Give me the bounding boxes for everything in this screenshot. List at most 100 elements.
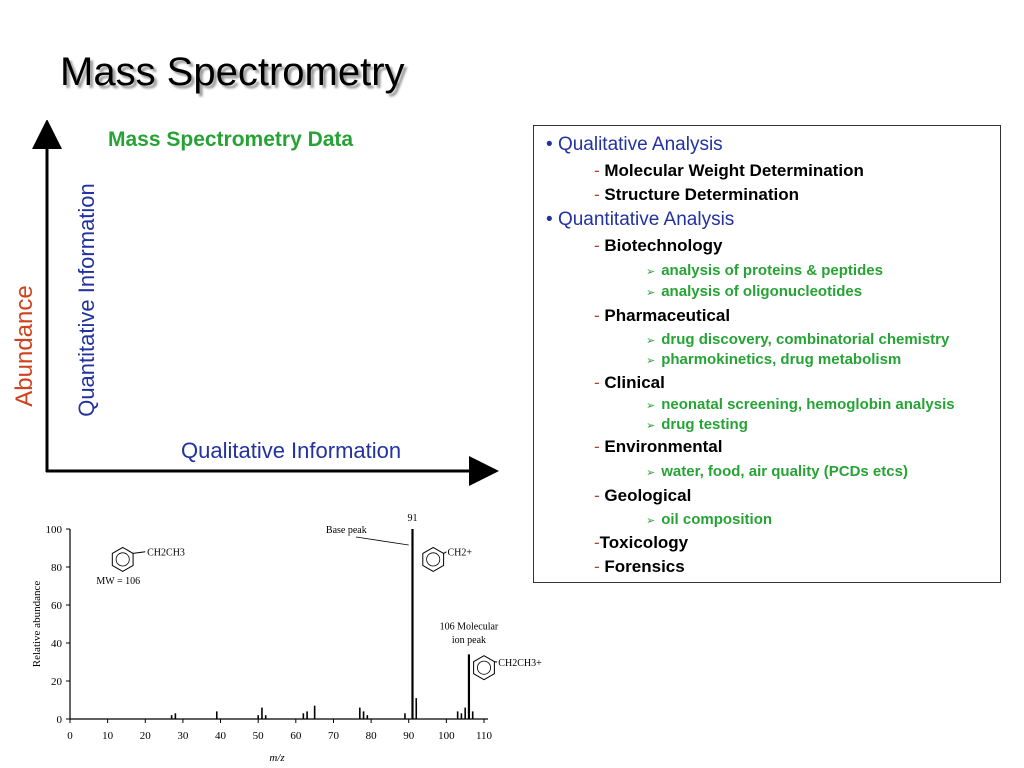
list-item-text: analysis of oligonucleotides (661, 283, 863, 300)
bond-line (443, 551, 447, 554)
x-tick-label: 40 (215, 730, 227, 742)
list-item-text: Quantitative Analysis (557, 209, 735, 230)
benzene-ring-icon (473, 655, 495, 681)
list-item-text: Forensics (604, 557, 685, 576)
benzene-ring-icon-inner (476, 660, 491, 675)
list-item-text: Structure Determination (604, 185, 799, 204)
list-item-text: Environmental (604, 437, 723, 456)
y-tick-label: 80 (51, 562, 63, 574)
x-tick-label: 50 (253, 730, 265, 742)
list-item-text: Toxicology (599, 533, 689, 552)
bullet-marker: - (594, 236, 605, 255)
concept-y-label-abundance: Abundance (11, 285, 38, 407)
molecular-ion-label-line2: ion peak (452, 635, 486, 646)
concept-title: Mass Spectrometry Data (108, 128, 354, 151)
x-tick-label: 90 (403, 730, 415, 742)
x-tick-label: 20 (140, 730, 152, 742)
bullet-marker: - (594, 486, 605, 505)
parent-formula: CH2CH3 (147, 548, 185, 559)
list-item-text: Pharmaceutical (604, 306, 731, 325)
x-tick-label: 10 (102, 730, 114, 742)
list-item-level-0: • Quantitative Analysis (546, 209, 734, 231)
mass-spectrum-chart: 0 20 40 60 80 100 0 10 20 30 40 50 60 70 80 90 100 110 m/z… (31, 513, 542, 764)
list-item-text: water, food, air quality (PCDs etcs) (661, 463, 908, 480)
benzene-ring-icon-inner (115, 552, 130, 567)
spectrum-y-label: Relative abundance (31, 581, 43, 668)
y-tick-label: 60 (51, 600, 63, 612)
spectrum-x-label: m/z (269, 752, 285, 764)
x-tick-label: 30 (177, 730, 189, 742)
base-ion-formula: CH2+ (447, 548, 472, 559)
arrow-bullet-icon: ➢ (646, 515, 656, 527)
y-tick-label: 100 (46, 524, 63, 536)
y-tick-label: 0 (57, 714, 63, 726)
bullet-marker: - (594, 557, 605, 576)
list-item-text: Geological (604, 486, 692, 505)
base-peak-label: Base peak (326, 525, 367, 536)
x-tick-label: 0 (67, 730, 73, 742)
list-item-level-1: - Clinical (594, 373, 665, 393)
list-item-text: Molecular Weight Determination (604, 161, 864, 180)
list-item-level-2: ➢ analysis of oligonucleotides (646, 283, 862, 300)
list-item-level-2: ➢ analysis of proteins & peptides (646, 262, 883, 279)
x-tick-label: 110 (476, 730, 493, 742)
concept-x-label: Qualitative Information (181, 438, 402, 463)
base-peak-arrow (355, 536, 409, 546)
arrow-bullet-icon: ➢ (646, 467, 656, 479)
base-peak-mz-label: 91 (407, 513, 417, 524)
list-item-text: Qualitative Analysis (557, 134, 723, 155)
list-item-level-1: - Environmental (594, 437, 722, 457)
list-item-level-2: ➢ drug discovery, combinatorial chemistry (646, 331, 949, 348)
bullet-marker: • (546, 134, 558, 155)
list-item-text: drug testing (661, 416, 748, 433)
list-item-level-1: - Molecular Weight Determination (594, 161, 864, 181)
arrow-bullet-icon: ➢ (646, 400, 656, 412)
x-tick-label: 100 (438, 730, 455, 742)
mw-label: MW = 106 (96, 576, 140, 587)
list-item-text: oil composition (661, 511, 773, 528)
list-item-level-1: - Pharmaceutical (594, 306, 730, 326)
arrow-bullet-icon: ➢ (646, 335, 656, 347)
y-tick-label: 20 (51, 676, 63, 688)
list-item-text: analysis of proteins & peptides (661, 262, 883, 279)
list-item-text: drug discovery, combinatorial chemistry (661, 331, 950, 348)
list-item-level-2: ➢ water, food, air quality (PCDs etcs) (646, 463, 908, 480)
list-item-text: pharmokinetics, drug metabolism (661, 351, 902, 368)
concept-axes (32, 120, 499, 486)
concept-y-label-quantitative: Quantitative Information (74, 183, 99, 417)
arrow-bullet-icon: ➢ (646, 266, 656, 278)
molecular-ion-formula: CH2CH3+ (498, 658, 542, 669)
list-item-level-2: ➢ neonatal screening, hemoglobin analysis (646, 396, 955, 413)
list-item-text: neonatal screening, hemoglobin analysis (661, 396, 955, 413)
list-item-level-1: - Forensics (594, 557, 685, 577)
list-item-text: Biotechnology (604, 236, 723, 255)
molecular-ion-label-line1: 106 Molecular (440, 622, 499, 633)
y-tick-label: 40 (51, 638, 63, 650)
arrow-bullet-icon: ➢ (646, 420, 656, 432)
list-item-level-0: • Qualitative Analysis (546, 134, 723, 156)
list-item-level-2: ➢ drug testing (646, 416, 748, 433)
list-item-level-1: - Geological (594, 486, 691, 506)
applications-list: • Qualitative Analysis - Molecular Weight… (533, 125, 1001, 583)
x-tick-label: 70 (328, 730, 340, 742)
list-item-text: Clinical (604, 373, 665, 392)
list-item-level-2: ➢ oil composition (646, 511, 772, 528)
list-item-level-1: - Structure Determination (594, 185, 799, 205)
bullet-marker: - (594, 185, 605, 204)
slide-title: Mass Spectrometry (60, 50, 405, 94)
bullet-marker: - (594, 437, 605, 456)
list-item-level-1: -Toxicology (594, 533, 688, 553)
benzene-ring-icon (111, 546, 134, 572)
list-item-level-1: - Biotechnology (594, 236, 722, 256)
benzene-ring-icon-inner (426, 552, 441, 567)
bullet-marker: • (546, 209, 558, 230)
bullet-marker: - (594, 533, 600, 552)
concept-diagram: Mass Spectrometry Data Qualitative Infor… (0, 120, 500, 490)
arrow-bullet-icon: ➢ (646, 287, 656, 299)
bullet-marker: - (594, 306, 605, 325)
x-tick-label: 60 (290, 730, 302, 742)
benzene-ring-icon (422, 546, 445, 572)
arrow-bullet-icon: ➢ (646, 355, 656, 367)
x-tick-label: 80 (366, 730, 378, 742)
list-item-level-2: ➢ pharmokinetics, drug metabolism (646, 351, 901, 368)
